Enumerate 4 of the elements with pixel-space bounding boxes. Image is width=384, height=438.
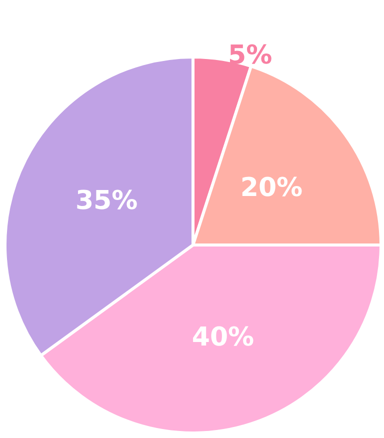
data-label: 5% — [228, 40, 272, 70]
data-label: 35% — [75, 186, 138, 216]
data-label: 20% — [240, 172, 303, 203]
data-label: 40% — [192, 322, 254, 352]
